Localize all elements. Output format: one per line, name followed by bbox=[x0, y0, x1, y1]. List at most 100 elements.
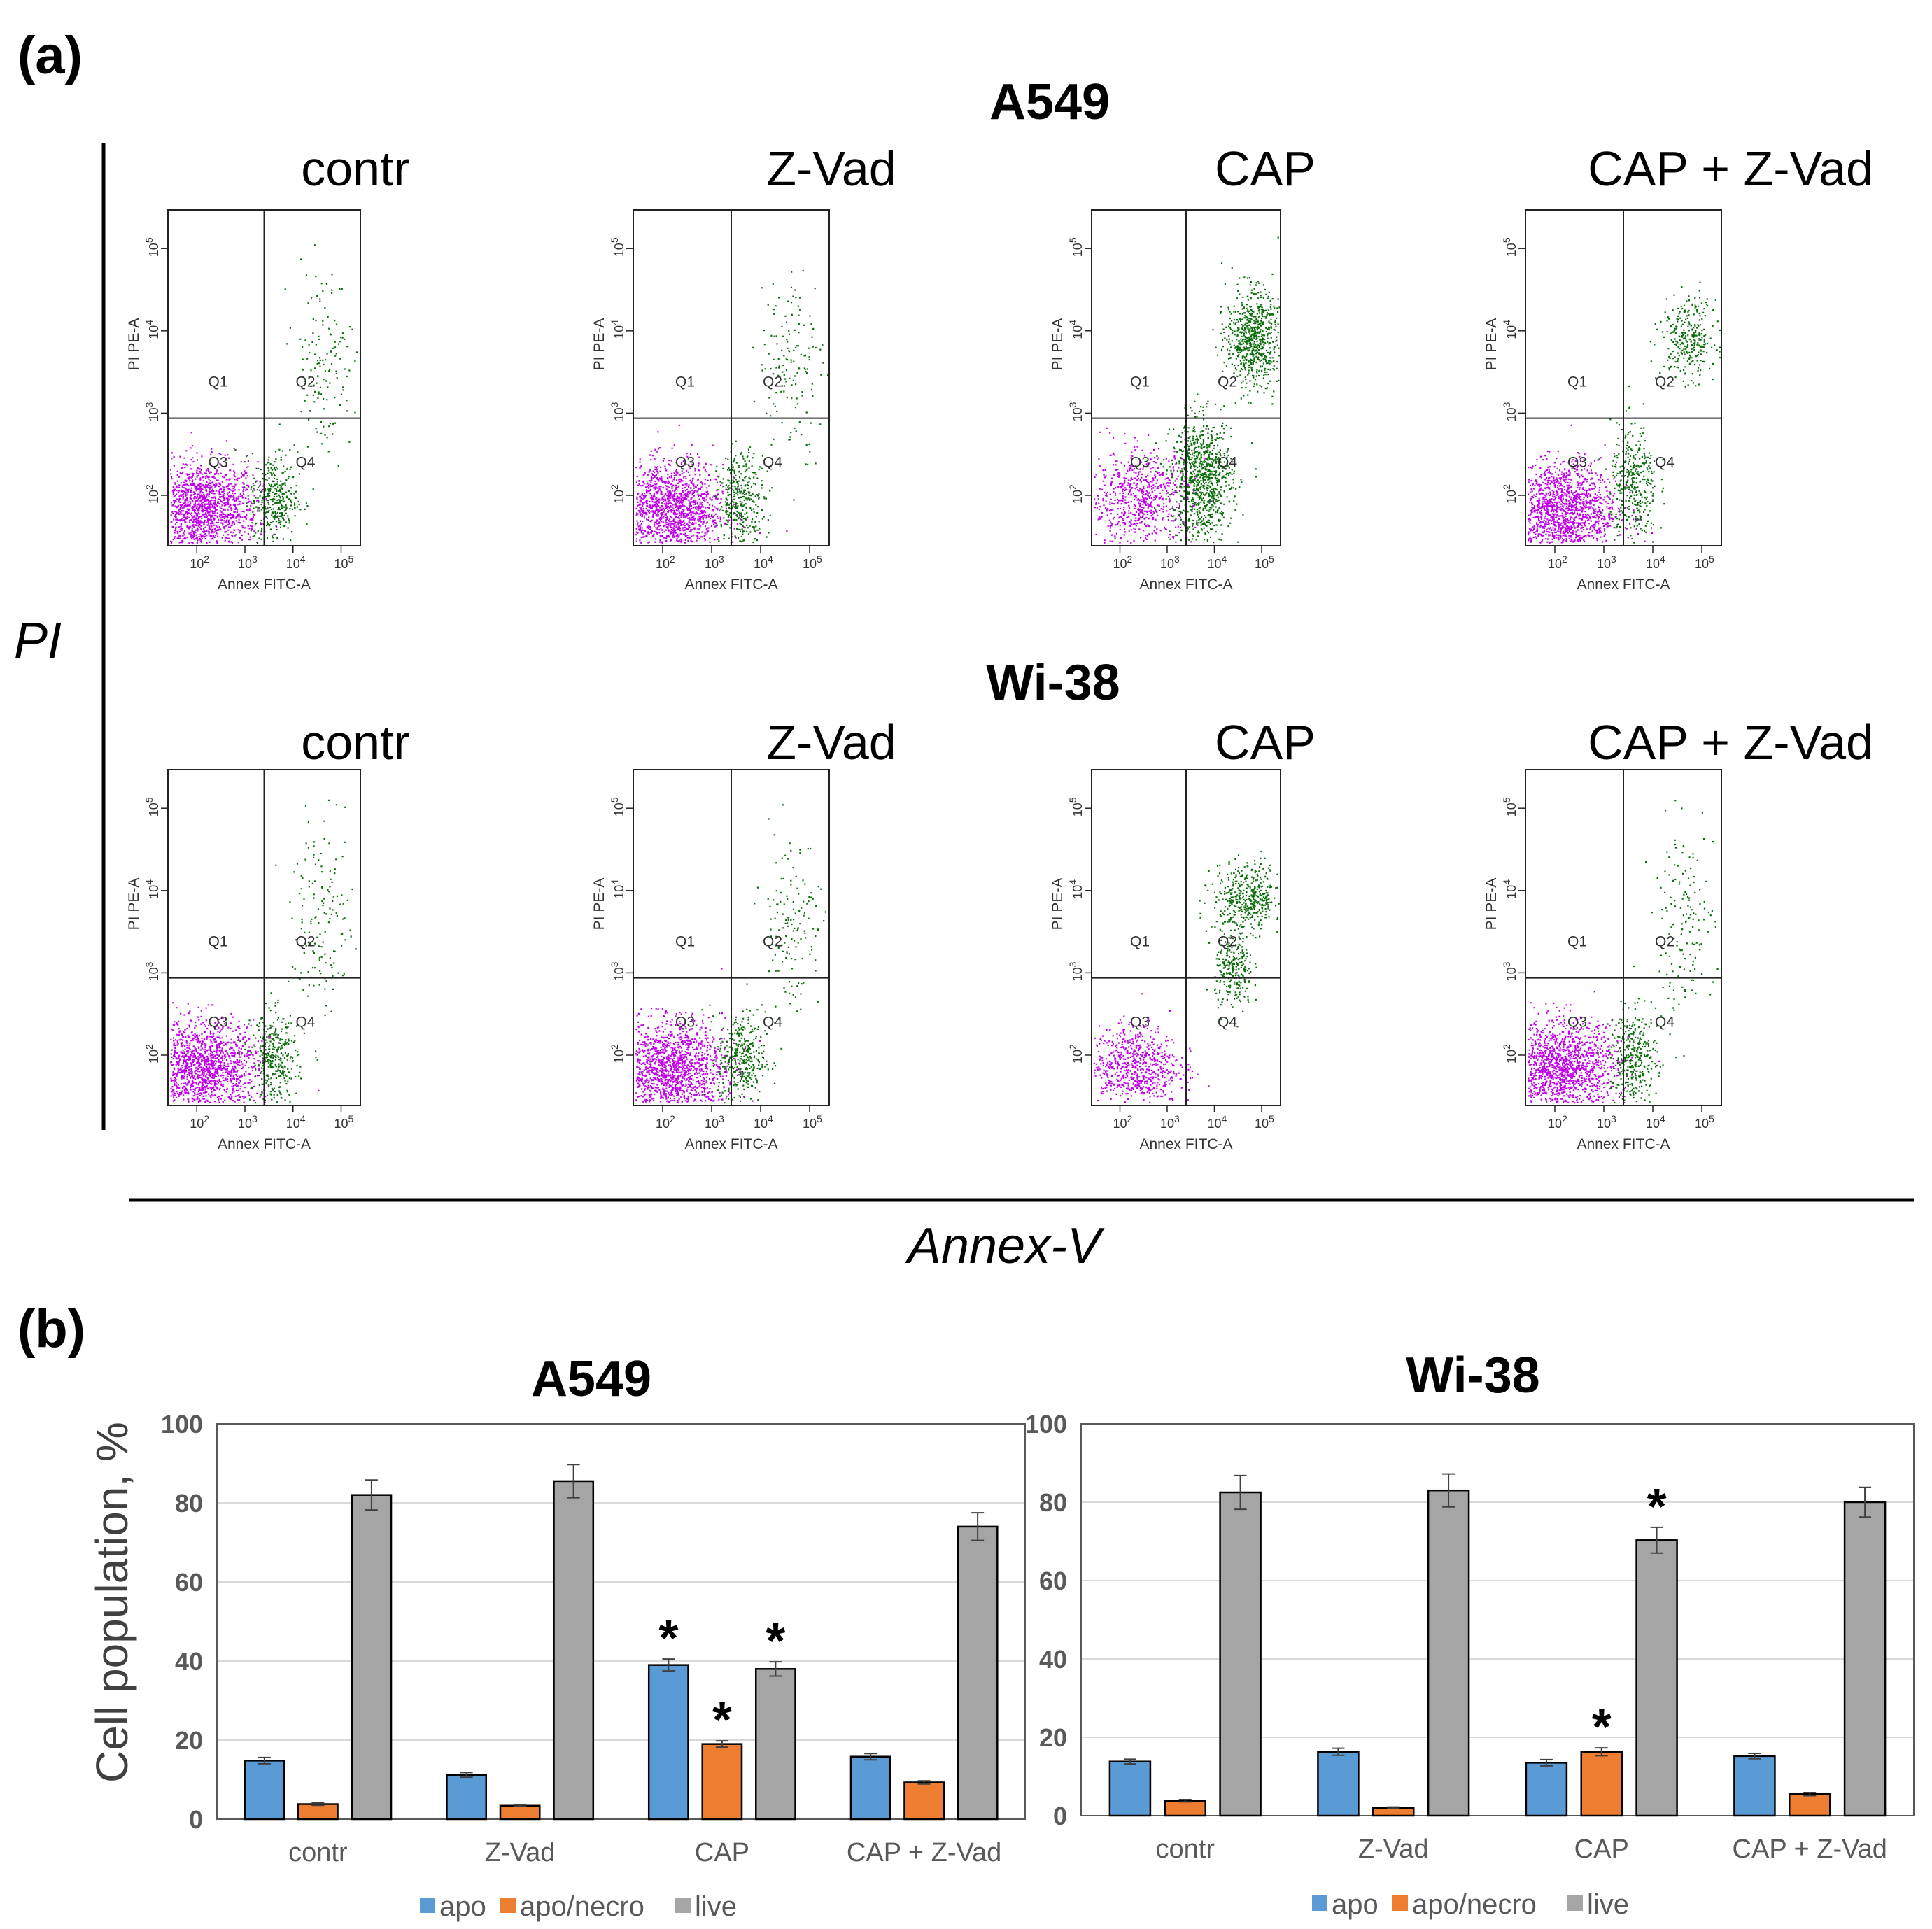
flow-quadrant-label-q1: Q1 bbox=[1130, 374, 1150, 390]
flow-dot-cloud bbox=[1094, 236, 1281, 544]
flow-x-tick-exponent: 3 bbox=[1611, 553, 1616, 565]
bar-chart: 0 20 40 60 80 100 contr Z-Vad CAP * * * CAP + Z-Vad a… bbox=[161, 1410, 1026, 1922]
bar-apo-necro bbox=[1580, 1751, 1623, 1817]
flow-x-tick-label: 103 bbox=[1597, 1113, 1616, 1131]
bar-apo bbox=[849, 1755, 891, 1821]
flow-plot: Q1 Q2 Q3 Q4 102 103 104 105 102 103 104 105 Annex FI… bbox=[1483, 769, 1722, 1152]
flow-y-tick-exponent: 5 bbox=[1501, 237, 1512, 243]
flow-x-tick-label: 102 bbox=[1113, 1113, 1133, 1131]
flow-y-tick-label: 103 bbox=[1501, 961, 1518, 981]
bar-y-tick-label: 60 bbox=[175, 1568, 203, 1597]
flow-dot-cloud bbox=[635, 804, 826, 1104]
flow-x-tick-exponent: 2 bbox=[204, 1113, 209, 1124]
flow-quadrant-label-q4: Q4 bbox=[763, 455, 782, 471]
flow-x-tick-exponent: 2 bbox=[670, 553, 675, 565]
legend-swatch-apo-necro bbox=[1392, 1895, 1408, 1911]
flow-quadrant-label-q2: Q2 bbox=[1218, 934, 1237, 950]
flow-dot-cloud bbox=[635, 269, 829, 544]
flow-y-tick-label: 102 bbox=[143, 484, 161, 504]
flow-quadrant-label-q4: Q4 bbox=[296, 1015, 316, 1031]
bar-apo bbox=[446, 1774, 488, 1821]
flow-y-tick-label: 104 bbox=[609, 320, 626, 339]
bar-chart-title-wi38: Wi-38 bbox=[1406, 1348, 1539, 1404]
flow-y-tick-label: 105 bbox=[609, 797, 626, 817]
flow-y-tick-exponent: 4 bbox=[1501, 879, 1512, 885]
flow-x-tick-exponent: 3 bbox=[252, 1113, 258, 1124]
flow-y-tick-exponent: 5 bbox=[609, 797, 620, 803]
legend-label-apo: apo bbox=[1332, 1889, 1379, 1920]
flow-x-tick-label: 103 bbox=[1597, 553, 1616, 571]
flow-x-tick-label: 102 bbox=[1113, 553, 1133, 571]
flow-y-tick-exponent: 3 bbox=[143, 961, 155, 967]
flow-dots-apoptotic bbox=[1633, 800, 1719, 1057]
flow-y-tick-label: 105 bbox=[143, 797, 161, 817]
bar-apo-necro bbox=[499, 1804, 541, 1821]
flow-plot: Q1 Q2 Q3 Q4 102 103 104 105 102 103 104 105 Annex FI… bbox=[1050, 769, 1281, 1152]
flow-treatment-a549-contr: contr bbox=[301, 141, 410, 196]
bar-apo-necro bbox=[903, 1781, 945, 1821]
flow-y-tick-label: 104 bbox=[609, 879, 626, 899]
flow-y-tick-exponent: 5 bbox=[143, 797, 155, 803]
flow-y-tick-exponent: 3 bbox=[1067, 402, 1078, 407]
bar-y-tick-label: 100 bbox=[161, 1410, 203, 1439]
flow-y-axis-label: PI PE-A bbox=[1050, 878, 1066, 931]
flow-x-tick-label: 104 bbox=[286, 553, 306, 571]
flow-dots-apoptotic bbox=[234, 448, 309, 544]
bar-x-tick-label: contr bbox=[1156, 1835, 1215, 1864]
legend-label-live: live bbox=[695, 1891, 737, 1922]
flow-y-tick-label: 103 bbox=[143, 961, 161, 981]
legend-swatch-apo-necro bbox=[500, 1898, 516, 1913]
flow-y-tick-exponent: 2 bbox=[1501, 484, 1512, 490]
flow-quadrant-label-q1: Q1 bbox=[675, 934, 695, 950]
bar-x-tick-label: Z-Vad bbox=[485, 1838, 556, 1867]
flow-y-tick-label: 102 bbox=[1067, 484, 1085, 504]
flow-y-tick-exponent: 2 bbox=[1501, 1044, 1512, 1050]
bar-x-tick-label: CAP bbox=[1574, 1835, 1629, 1864]
bar-y-tick-label: 80 bbox=[175, 1489, 203, 1518]
bar-apo bbox=[1108, 1760, 1152, 1817]
bar-live bbox=[1635, 1539, 1678, 1817]
flow-y-tick-label: 102 bbox=[1067, 1044, 1085, 1064]
bar-apo bbox=[647, 1664, 689, 1821]
flow-x-axis-label: Annex FITC-A bbox=[1139, 577, 1232, 593]
flow-y-tick-exponent: 4 bbox=[143, 879, 155, 885]
flow-y-tick-label: 102 bbox=[143, 1044, 161, 1064]
flow-x-axis-label: Annex FITC-A bbox=[218, 577, 311, 593]
flow-y-tick-exponent: 2 bbox=[143, 1044, 155, 1050]
flow-x-tick-label: 105 bbox=[1255, 1113, 1274, 1131]
flow-x-tick-label: 105 bbox=[334, 1113, 354, 1131]
bar-chart: 0 20 40 60 80 100 contr Z-Vad CAP * * CAP + Z-Vad ap… bbox=[1025, 1410, 1915, 1920]
flow-quadrant-label-q1: Q1 bbox=[209, 374, 228, 390]
flow-quadrant-label-q2: Q2 bbox=[296, 374, 316, 390]
flow-dot-cloud bbox=[170, 799, 357, 1104]
bar-apo-necro bbox=[297, 1803, 339, 1821]
flow-x-tick-exponent: 3 bbox=[1611, 1113, 1616, 1124]
flow-quadrant-label-q3: Q3 bbox=[1567, 455, 1587, 471]
bar-live bbox=[957, 1525, 999, 1821]
flow-y-tick-exponent: 2 bbox=[609, 1044, 620, 1050]
flow-quadrant-label-q1: Q1 bbox=[1130, 934, 1150, 950]
flow-dots-live bbox=[635, 968, 761, 1103]
flow-y-tick-label: 103 bbox=[143, 402, 161, 421]
flow-treatment-wi38-cap: CAP bbox=[1215, 715, 1316, 770]
annexv-axis-label: Annex-V bbox=[905, 1218, 1105, 1274]
flow-y-tick-label: 105 bbox=[1067, 797, 1085, 817]
flow-x-tick-exponent: 5 bbox=[817, 1113, 822, 1124]
flow-y-tick-exponent: 5 bbox=[1067, 797, 1078, 803]
flow-quadrant-label-q4: Q4 bbox=[1655, 1015, 1674, 1031]
flow-y-tick-exponent: 3 bbox=[143, 402, 155, 407]
bar-plot-frame bbox=[1080, 1423, 1915, 1816]
flow-y-tick-exponent: 3 bbox=[1501, 961, 1512, 967]
flow-row-title-a549: A549 bbox=[989, 74, 1110, 130]
flow-dots-live bbox=[170, 1002, 320, 1103]
flow-y-tick-label: 104 bbox=[1067, 879, 1085, 899]
bar-y-tick-label: 100 bbox=[1025, 1410, 1067, 1439]
flow-x-tick-label: 103 bbox=[705, 553, 724, 571]
flow-y-tick-label: 102 bbox=[1501, 484, 1518, 504]
flow-quadrant-label-q3: Q3 bbox=[209, 455, 228, 471]
flow-plot: Q1 Q2 Q3 Q4 102 103 104 105 102 103 104 105 Annex FI… bbox=[591, 769, 830, 1152]
flow-y-tick-label: 103 bbox=[609, 402, 626, 421]
bar-apo bbox=[1525, 1762, 1568, 1817]
bar-significance-star: * bbox=[712, 1693, 732, 1748]
flow-y-tick-exponent: 4 bbox=[1067, 879, 1078, 885]
